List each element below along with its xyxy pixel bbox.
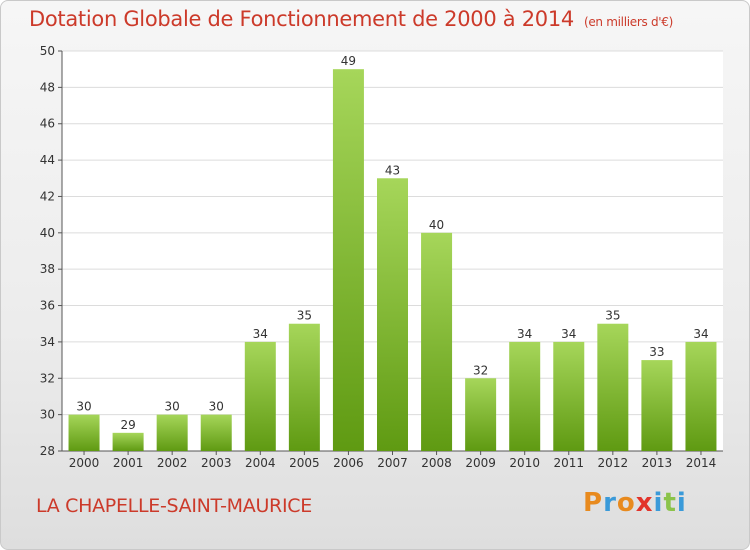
logo-letter: P <box>583 488 604 518</box>
bar <box>332 69 364 451</box>
bar <box>377 178 408 452</box>
bar <box>465 378 497 451</box>
x-tick-label: 2011 <box>553 456 584 470</box>
bar <box>641 360 673 451</box>
y-tick-label: 42 <box>40 189 55 203</box>
bar-value-label: 43 <box>385 163 400 177</box>
bar <box>200 414 232 451</box>
bar-value-label: 35 <box>297 309 312 323</box>
x-tick-label: 2000 <box>69 456 100 470</box>
bar-value-label: 33 <box>649 345 664 359</box>
bar <box>68 414 100 451</box>
bar-value-label: 32 <box>473 363 488 377</box>
y-tick-label: 30 <box>40 408 55 422</box>
bar-value-label: 34 <box>253 327 268 341</box>
logo-letter: i <box>653 488 664 518</box>
chart-title-text: Dotation Globale de Fonctionnement de 20… <box>29 7 574 31</box>
bar <box>597 323 629 451</box>
bar <box>156 414 188 451</box>
x-tick-label: 2013 <box>642 456 673 470</box>
logo-letter: i <box>676 488 687 518</box>
bar <box>553 341 585 451</box>
bar <box>288 323 320 451</box>
bar-value-label: 29 <box>120 418 135 432</box>
x-tick-label: 2007 <box>377 456 408 470</box>
bar-value-label: 34 <box>561 327 576 341</box>
bar-value-label: 30 <box>76 400 91 414</box>
x-tick-label: 2012 <box>598 456 629 470</box>
y-tick-label: 48 <box>40 80 55 94</box>
commune-name: LA CHAPELLE-SAINT-MAURICE <box>36 495 312 517</box>
x-tick-label: 2014 <box>686 456 717 470</box>
x-tick-label: 2006 <box>333 456 364 470</box>
y-tick-label: 46 <box>40 117 55 131</box>
bar-chart: 28 30 32 34 36 38 40 42 44 46 48 50 30 2000 29 2001 30 20… <box>40 44 723 470</box>
x-tick-label: 2005 <box>289 456 320 470</box>
x-tick-label: 2009 <box>465 456 496 470</box>
bar <box>509 341 541 451</box>
bar-value-label: 49 <box>341 54 356 68</box>
bar <box>244 341 276 451</box>
bar <box>112 432 144 451</box>
x-tick-label: 2010 <box>509 456 540 470</box>
logo-letter: x <box>635 488 654 518</box>
x-tick-label: 2003 <box>201 456 232 470</box>
y-tick-label: 36 <box>40 299 55 313</box>
y-tick-label: 34 <box>40 335 55 349</box>
bar-value-label: 34 <box>517 327 532 341</box>
bar-value-label: 34 <box>693 327 708 341</box>
bar-value-label: 30 <box>209 400 224 414</box>
logo-letter: o <box>616 488 636 518</box>
y-tick-label: 38 <box>40 262 55 276</box>
y-tick-label: 40 <box>40 226 55 240</box>
logo-letter: t <box>663 488 677 518</box>
bar <box>421 232 453 451</box>
bar-value-label: 40 <box>429 218 444 232</box>
proxiti-logo: Proxiti <box>583 488 687 518</box>
y-tick-label: 28 <box>40 444 55 458</box>
bar <box>685 341 717 451</box>
logo-letter: r <box>603 488 617 518</box>
y-tick-label: 44 <box>40 153 55 167</box>
y-tick-label: 50 <box>40 44 55 58</box>
y-tick-label: 32 <box>40 371 55 385</box>
x-tick-label: 2008 <box>421 456 452 470</box>
x-tick-label: 2004 <box>245 456 276 470</box>
bar-value-label: 35 <box>605 309 620 323</box>
x-tick-label: 2001 <box>113 456 144 470</box>
x-tick-label: 2002 <box>157 456 188 470</box>
bar-value-label: 30 <box>165 400 180 414</box>
chart-title: Dotation Globale de Fonctionnement de 20… <box>29 7 673 31</box>
chart-title-unit: (en milliers d'€) <box>583 15 673 29</box>
